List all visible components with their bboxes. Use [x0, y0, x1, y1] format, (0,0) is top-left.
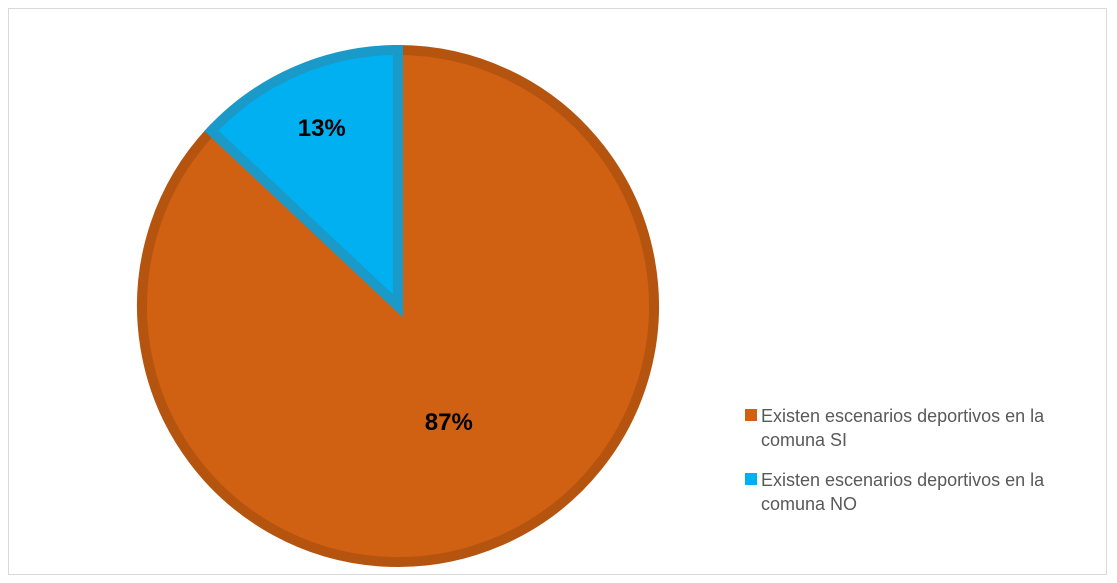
legend-label-si: Existen escenarios deportivos en la comu…	[761, 406, 1045, 450]
legend-label-no: Existen escenarios deportivos en la comu…	[761, 470, 1045, 514]
legend: Existen escenarios deportivos en la comu…	[745, 404, 1105, 532]
pie-slice-no	[204, 44, 403, 318]
pie-slices	[137, 44, 659, 567]
data-label-no: 13%	[298, 115, 346, 142]
legend-item-no: Existen escenarios deportivos en la comu…	[745, 468, 1105, 516]
legend-item-si: Existen escenarios deportivos en la comu…	[745, 404, 1105, 452]
data-label-si: 87%	[425, 409, 473, 436]
legend-swatch-si	[745, 409, 757, 421]
pie-data-labels: 87% 13%	[298, 115, 473, 436]
legend-swatch-no	[745, 473, 757, 485]
